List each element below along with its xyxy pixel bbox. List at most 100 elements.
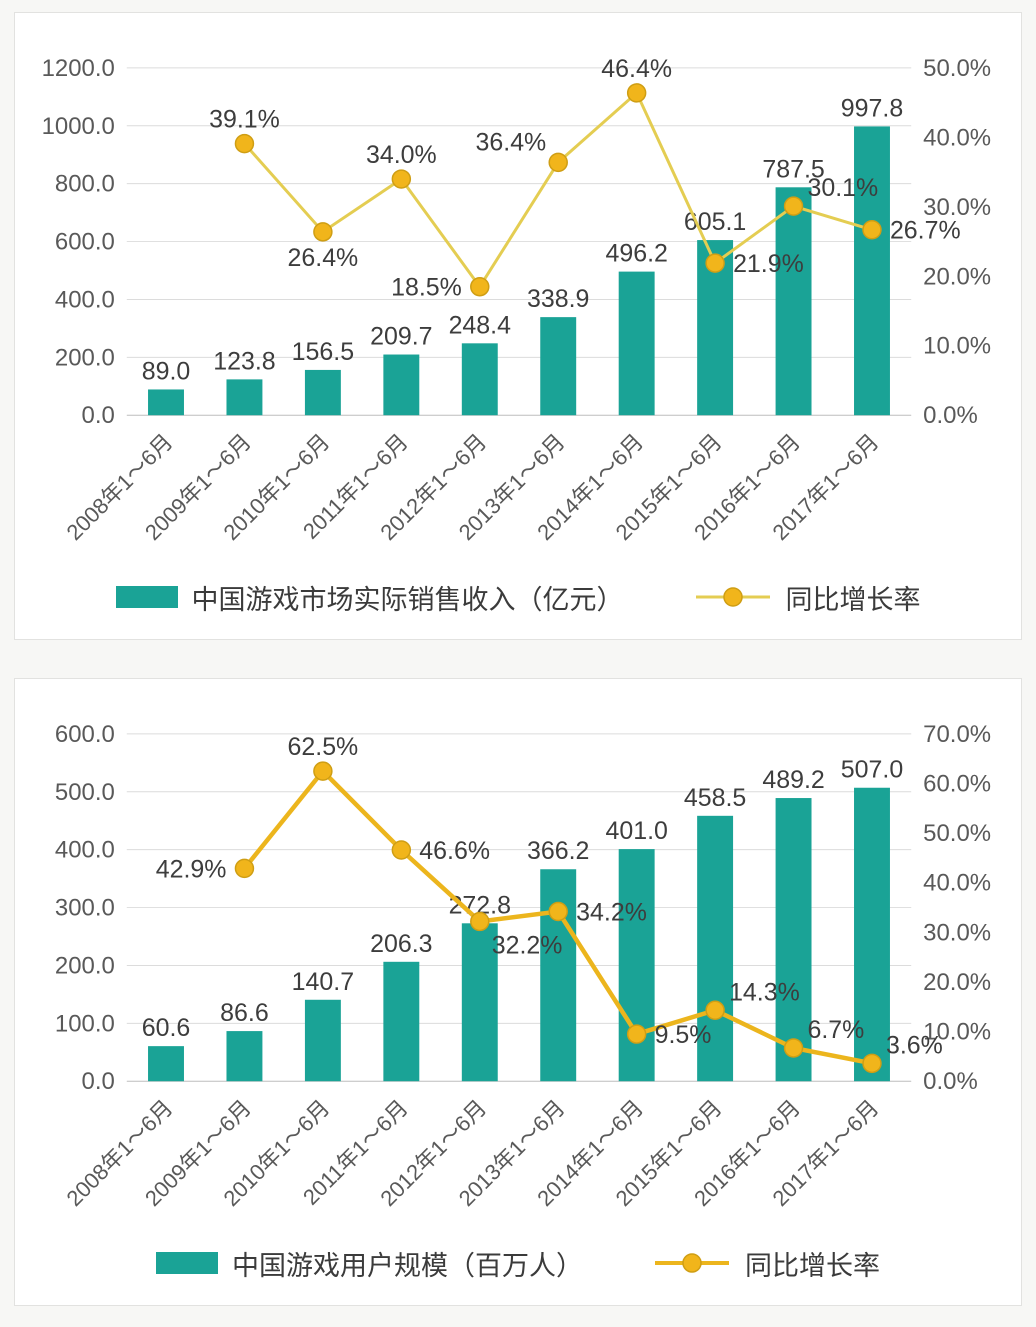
svg-text:507.0: 507.0	[841, 756, 903, 784]
category-labels: 2008年1～6月2009年1～6月2010年1～6月2011年1～6月2012…	[62, 429, 884, 545]
bar-series-legend-label: 中国游戏用户规模（百万人）	[232, 1250, 583, 1281]
users-chart-panel: 0.0 100.0 200.0 300.0 400.0 500.0 600.0 0.0% 10.…	[14, 677, 1022, 1306]
revenue-chart-panel: 0.0 200.0 400.0 600.0 800.0 1000.0 1200.0 0.0% 1…	[14, 12, 1022, 640]
line-series-swatch	[655, 1253, 729, 1274]
svg-text:18.5%: 18.5%	[391, 274, 462, 302]
revenue-chart-legend: 中国游戏市场实际销售收入（亿元） 同比增长率	[15, 570, 1021, 627]
growth-marker	[234, 858, 255, 879]
growth-marker	[548, 901, 568, 922]
bar	[618, 849, 655, 1082]
growth-marker	[705, 253, 725, 273]
svg-text:787.5: 787.5	[762, 155, 824, 183]
svg-text:42.9%: 42.9%	[156, 855, 227, 883]
legend-item-growth-line: 同比增长率	[694, 578, 921, 617]
bar	[540, 317, 577, 416]
svg-text:50.0%: 50.0%	[923, 820, 991, 847]
svg-text:140.7: 140.7	[292, 968, 354, 996]
svg-text:60.0%: 60.0%	[923, 770, 991, 797]
growth-marker	[862, 220, 882, 240]
svg-text:400.0: 400.0	[55, 837, 115, 864]
revenue-chart-canvas: 0.0 200.0 400.0 600.0 800.0 1000.0 1200.0 0.0% 1…	[15, 23, 1021, 570]
svg-text:32.2%: 32.2%	[492, 931, 563, 959]
category-labels: 2008年1～6月2009年1～6月2010年1～6月2011年1～6月2012…	[62, 1095, 884, 1211]
svg-text:26.7%: 26.7%	[890, 217, 961, 245]
svg-text:600.0: 600.0	[55, 229, 115, 256]
svg-text:1200.0: 1200.0	[42, 55, 115, 82]
bar	[226, 1030, 263, 1082]
svg-text:34.0%: 34.0%	[366, 141, 437, 169]
left-axis-labels: 0.0 200.0 400.0 600.0 800.0 1000.0 1200.0	[42, 55, 115, 429]
svg-text:10.0%: 10.0%	[923, 1018, 991, 1045]
svg-text:156.5: 156.5	[292, 338, 354, 366]
svg-text:3.6%: 3.6%	[886, 1031, 943, 1059]
legend-item-revenue-bars: 中国游戏市场实际销售收入（亿元）	[115, 578, 624, 617]
bar	[304, 999, 341, 1082]
growth-marker	[783, 1038, 804, 1058]
users-chart-canvas: 0.0 100.0 200.0 300.0 400.0 500.0 600.0 0.0% 10.…	[15, 689, 1021, 1236]
line-series-swatch	[695, 587, 770, 608]
bars	[148, 787, 890, 1082]
bar-series-swatch	[156, 1252, 218, 1275]
svg-text:0.0%: 0.0%	[923, 1068, 978, 1095]
growth-marker	[626, 1024, 647, 1044]
gridlines	[126, 67, 912, 416]
svg-text:9.5%: 9.5%	[655, 1021, 712, 1049]
bars	[148, 126, 890, 416]
svg-text:0.0%: 0.0%	[923, 402, 978, 429]
growth-marker	[391, 840, 412, 860]
bar	[775, 187, 812, 416]
svg-text:496.2: 496.2	[605, 240, 667, 268]
revenue-chart-svg: 0.0 200.0 400.0 600.0 800.0 1000.0 1200.0 0.0% 1…	[42, 55, 991, 545]
svg-text:600.0: 600.0	[55, 721, 115, 748]
svg-text:30.1%: 30.1%	[808, 174, 879, 202]
svg-text:209.7: 209.7	[370, 323, 432, 351]
svg-text:46.4%: 46.4%	[601, 55, 672, 83]
bar	[618, 271, 655, 416]
svg-text:400.0: 400.0	[55, 286, 115, 313]
svg-text:36.4%: 36.4%	[476, 128, 547, 156]
svg-text:123.8: 123.8	[213, 347, 275, 375]
bar	[540, 869, 577, 1082]
svg-text:20.0%: 20.0%	[923, 969, 991, 996]
svg-text:338.9: 338.9	[527, 285, 589, 313]
svg-text:206.3: 206.3	[370, 930, 432, 958]
svg-text:40.0%: 40.0%	[923, 124, 991, 151]
growth-markers	[234, 761, 882, 1073]
svg-text:50.0%: 50.0%	[923, 55, 991, 82]
growth-marker	[470, 911, 490, 932]
growth-marker	[313, 761, 333, 781]
svg-text:366.2: 366.2	[527, 837, 589, 865]
bar-value-labels: 89.0 123.8 156.5 209.7 248.4 338.9 496.2 605.1 7…	[142, 94, 903, 385]
svg-text:46.6%: 46.6%	[419, 837, 490, 865]
svg-text:200.0: 200.0	[55, 344, 115, 371]
svg-text:100.0: 100.0	[55, 1010, 115, 1037]
svg-text:1000.0: 1000.0	[42, 113, 115, 140]
svg-text:14.3%: 14.3%	[729, 978, 800, 1006]
svg-text:34.2%: 34.2%	[576, 898, 647, 926]
svg-text:300.0: 300.0	[55, 894, 115, 921]
bar	[226, 379, 263, 416]
svg-text:20.0%: 20.0%	[923, 263, 991, 290]
users-chart-legend: 中国游戏用户规模（百万人） 同比增长率	[15, 1236, 1021, 1293]
svg-text:458.5: 458.5	[684, 784, 746, 812]
svg-text:60.6: 60.6	[142, 1014, 191, 1042]
growth-marker	[391, 169, 412, 189]
growth-marker	[234, 133, 255, 154]
svg-text:70.0%: 70.0%	[923, 721, 991, 748]
line-series-legend-label: 同比增长率	[785, 584, 921, 615]
svg-text:0.0: 0.0	[82, 1068, 115, 1095]
growth-value-labels: 39.1% 26.4% 34.0% 18.5% 36.4% 46.4% 21.9% 30.1%…	[209, 55, 961, 302]
svg-text:489.2: 489.2	[762, 766, 824, 794]
bar	[148, 1046, 184, 1082]
svg-text:997.8: 997.8	[841, 94, 903, 122]
growth-marker	[626, 83, 647, 103]
svg-text:401.0: 401.0	[605, 817, 667, 845]
svg-text:10.0%: 10.0%	[923, 333, 991, 360]
svg-text:40.0%: 40.0%	[923, 870, 991, 897]
growth-value-labels: 42.9% 62.5% 46.6% 32.2% 34.2% 9.5% 14.3% 6.7% 3.…	[156, 733, 943, 1059]
bar	[461, 923, 498, 1082]
svg-text:6.7%: 6.7%	[808, 1016, 865, 1044]
bar	[775, 797, 812, 1082]
svg-text:26.4%: 26.4%	[288, 244, 359, 272]
bar	[697, 815, 734, 1082]
